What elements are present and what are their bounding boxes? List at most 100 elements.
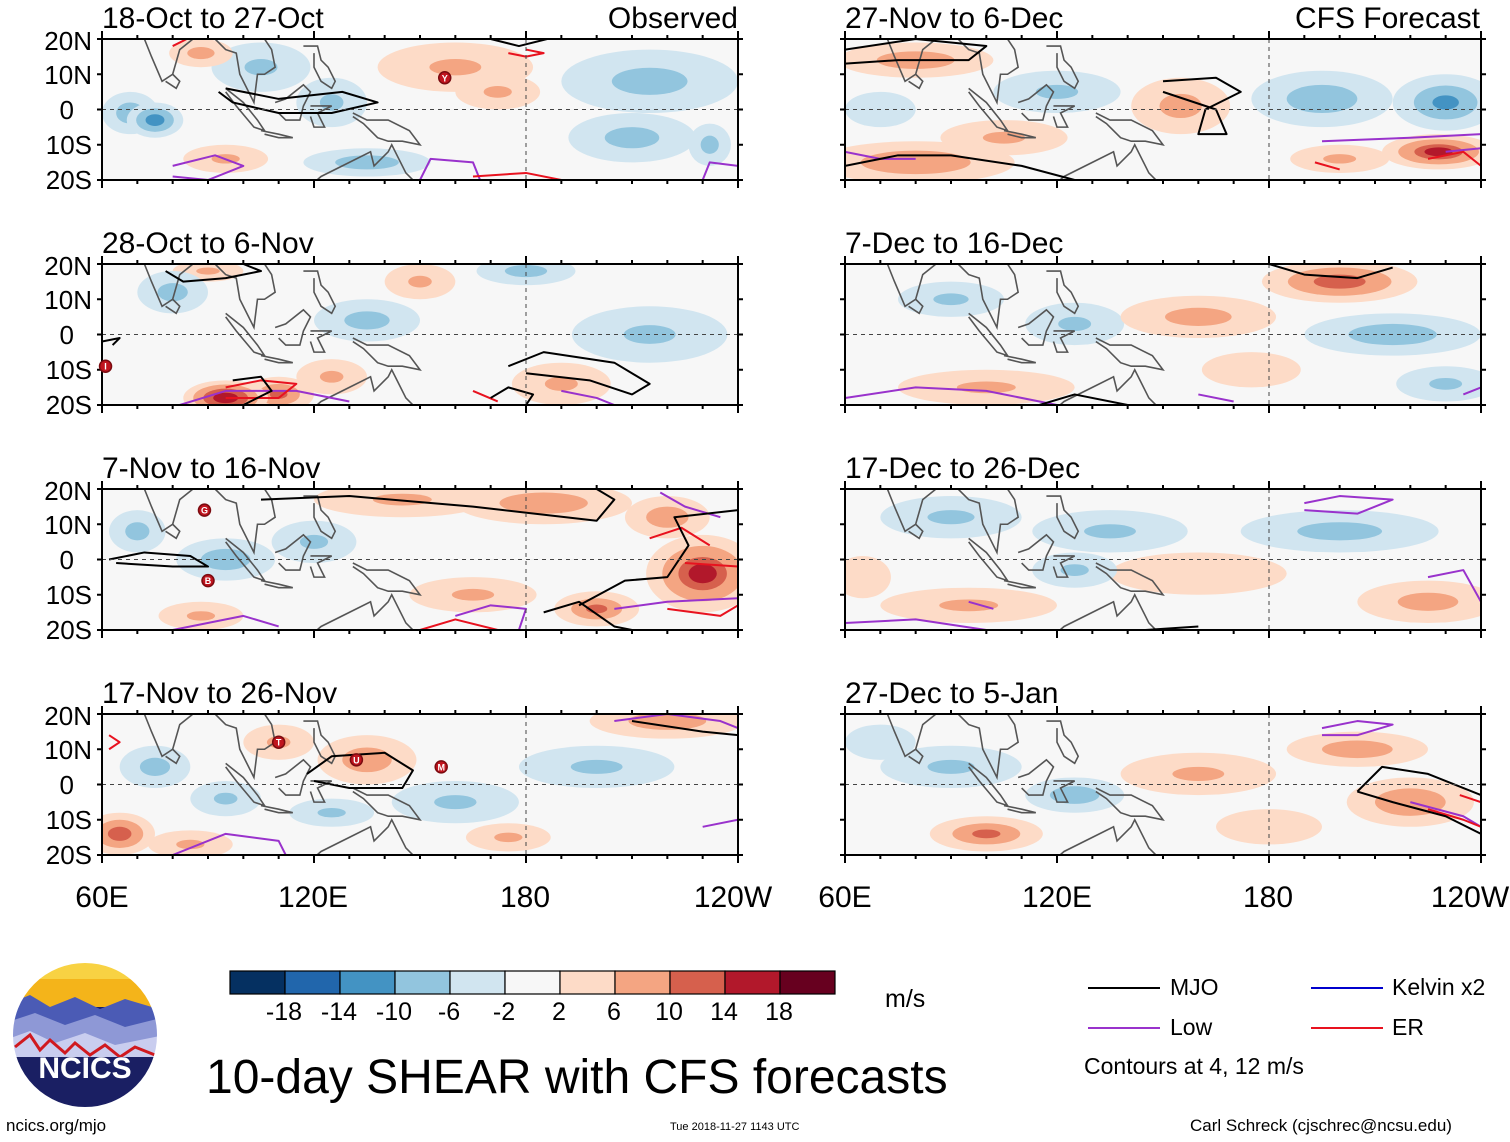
colorbar-swatch (669, 970, 726, 995)
coastline (165, 298, 181, 315)
mjo-contour (578, 509, 738, 607)
shear-anomaly-blob (1035, 84, 1079, 99)
low-contour (1445, 147, 1481, 153)
forecast-label: CFS Forecast (1294, 2, 1480, 35)
low-contour (172, 614, 279, 630)
lat-tick: 20N (44, 476, 92, 506)
coastline (1095, 337, 1165, 371)
coastline (315, 592, 415, 630)
low-contour (455, 604, 527, 630)
shear-anomaly-blob (1323, 154, 1357, 164)
lon-tick: 120E (1021, 881, 1093, 914)
coastline (886, 264, 1020, 331)
coastline (886, 39, 1020, 106)
shear-anomaly-blob (1159, 93, 1202, 119)
lon-tick: 120E (277, 881, 349, 914)
map-panel-fc2 (840, 481, 1486, 638)
lat-tick: 0 (59, 545, 74, 575)
low-contour (968, 600, 994, 610)
coastline (260, 129, 293, 139)
coastline (1017, 758, 1055, 796)
er-contour (472, 171, 562, 180)
cyclone-letter: T (276, 738, 282, 748)
lat-tick: 20S (45, 165, 92, 195)
shear-anomaly-blob (196, 267, 220, 275)
contour-note: Contours at 4, 12 m/s (1084, 1053, 1304, 1079)
shear-anomaly-blob (429, 58, 482, 76)
coastline (1003, 579, 1036, 589)
shear-anomaly-blob (1322, 740, 1393, 759)
coastline (165, 73, 181, 90)
coastlines (886, 714, 1165, 855)
low-contour (701, 161, 738, 180)
tropical-cyclone-marker: T (271, 735, 286, 749)
coastline (143, 714, 277, 781)
contours (845, 39, 1481, 180)
lat-tick: 10S (45, 355, 92, 385)
cyclone-icon (98, 359, 113, 373)
coastline (352, 787, 422, 821)
colorbar-tick: -2 (492, 998, 516, 1026)
er-contour (1427, 150, 1481, 167)
coastline (165, 523, 181, 540)
lat-tick: 20N (44, 26, 92, 56)
low-contour (1462, 386, 1481, 396)
cyclone-icon (434, 760, 448, 774)
shear-anomaly-blob (700, 135, 719, 154)
lat-tick: 20S (45, 390, 92, 420)
contours (1321, 720, 1481, 835)
shear-anomaly-blob (611, 67, 688, 95)
er-contour (667, 604, 738, 617)
colorbar-swatch (724, 970, 781, 995)
coastline (1046, 495, 1080, 540)
shear-anomaly-blob (933, 293, 969, 306)
cyclone-letter: Y (442, 73, 448, 83)
contours (845, 264, 1481, 405)
colorbar-swatch (779, 970, 836, 995)
shear-anomaly-blob (319, 370, 344, 383)
lat-tick: 10N (44, 510, 92, 540)
coastline (260, 579, 293, 589)
shear-anomaly-blob (125, 522, 150, 541)
shear-anomaly-blob (972, 829, 1001, 839)
shear-anomaly-blob (1201, 352, 1301, 388)
lat-tick: 0 (59, 320, 74, 350)
coastline (1052, 780, 1076, 803)
legend-label-er: ER (1392, 1014, 1424, 1040)
coastline (352, 337, 422, 371)
mjo-contour (1268, 264, 1393, 280)
shear-anomaly-blob (213, 792, 238, 805)
low-contour (1304, 495, 1394, 515)
lat-tick: 10N (44, 60, 92, 90)
colorbar-swatch (339, 970, 396, 995)
coastline (908, 748, 924, 765)
coastline (260, 354, 293, 364)
panel-title-obs-4: 17-Nov to 26-Nov (102, 677, 338, 710)
coastline (274, 533, 312, 571)
tropical-cyclone-marker: B (201, 573, 215, 588)
mjo-contour (845, 39, 988, 65)
low-contour (179, 389, 350, 405)
coastline (143, 489, 277, 556)
coastline (1052, 330, 1076, 353)
coastline (314, 246, 321, 257)
low-contour (561, 389, 615, 405)
panel-title-obs-3: 7-Nov to 16-Nov (102, 452, 321, 485)
shear-anomaly-blob (145, 114, 165, 126)
lon-tick: 60E (75, 881, 129, 914)
colorbar-tick: 14 (710, 998, 738, 1026)
coastline (315, 142, 415, 180)
coastline (1058, 592, 1158, 630)
footer-url[interactable]: ncics.org/mjo (6, 1116, 107, 1135)
legend-lines (1088, 987, 1383, 1029)
panel-title-fc-1: 27-Nov to 6-Dec (845, 2, 1064, 35)
shear-anomaly-blob (107, 826, 132, 841)
cyclone-icon (201, 573, 215, 588)
mjo-contour (260, 489, 616, 522)
contours (108, 489, 738, 630)
shear-anomaly-blob (604, 127, 660, 149)
coastline (1058, 367, 1158, 405)
low-contour (845, 618, 987, 630)
coastline (1052, 555, 1076, 578)
